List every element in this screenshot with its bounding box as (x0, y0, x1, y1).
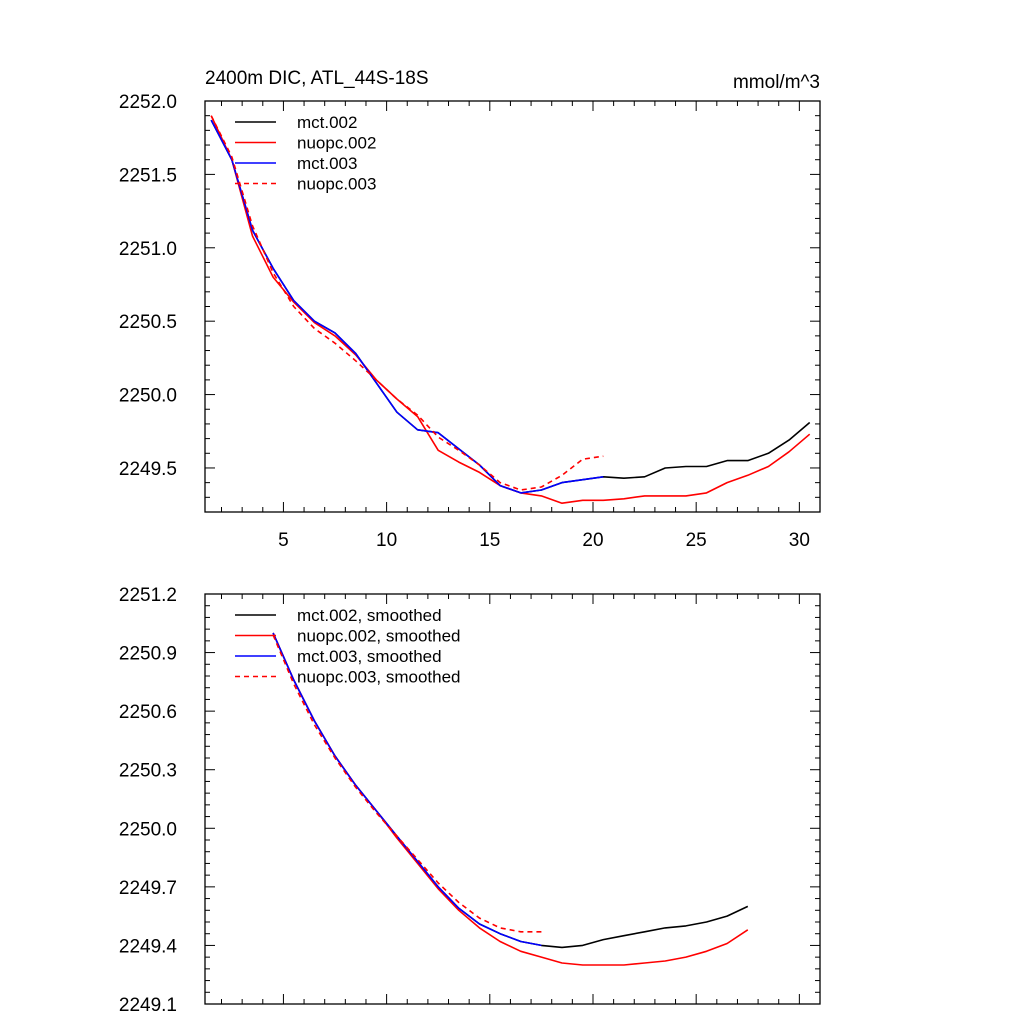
chart-2-y-tick-label: 2250.0 (119, 819, 177, 840)
chart-1-y-tick-label: 2250.0 (119, 386, 177, 407)
chart-1-y-tick-label: 2252.0 (119, 92, 177, 113)
chart-2-legend-label-4: nuopc.003, smoothed (297, 668, 461, 687)
chart-2-y-tick-label: 2249.7 (119, 878, 177, 899)
chart-1-x-tick-label: 25 (686, 530, 707, 551)
chart-2-y-tick-label: 2251.2 (119, 585, 177, 606)
chart-1-legend-label-3: mct.003 (297, 154, 357, 173)
chart-2-y-tick-label: 2249.4 (119, 936, 178, 957)
chart-1-x-tick-label: 5 (278, 530, 289, 551)
chart-2-legend-label-3: mct.003, smoothed (297, 647, 442, 666)
chart-1-legend-label-1: mct.002 (297, 113, 357, 132)
chart-1-title: 2400m DIC, ATL_44S-18S (205, 68, 429, 89)
chart-2-legend-label-1: mct.002, smoothed (297, 606, 442, 625)
chart-1-y-tick-label: 2250.5 (119, 312, 177, 333)
chart-2-y-tick-label: 2249.1 (119, 995, 177, 1016)
chart-2-legend-label-2: nuopc.002, smoothed (297, 627, 461, 646)
chart-1-x-tick-label: 10 (376, 530, 397, 551)
chart-1-x-tick-label: 20 (582, 530, 603, 551)
chart-1-y-tick-label: 2251.5 (119, 165, 177, 186)
chart-2-y-tick-label: 2250.9 (119, 644, 177, 665)
chart-1-legend-label-2: nuopc.002 (297, 134, 376, 153)
chart-1-series-line-4 (210, 115, 604, 491)
chart-1-x-tick-label: 15 (479, 530, 500, 551)
chart-1-y-tick-label: 2251.0 (119, 239, 177, 260)
chart-2-frame (204, 593, 821, 1005)
chart-1-legend-label-4: nuopc.003 (297, 175, 376, 194)
chart-2-y-tick-label: 2250.3 (119, 761, 177, 782)
chart-1-series-line-3 (210, 119, 604, 494)
chart-1-y-tick-label: 2249.5 (119, 459, 177, 480)
chart-2-series-line-4 (272, 634, 542, 933)
chart-2-y-tick-label: 2250.6 (119, 702, 177, 723)
chart-1-x-tick-label: 30 (789, 530, 810, 551)
chart-1-units: mmol/m^3 (733, 72, 820, 93)
